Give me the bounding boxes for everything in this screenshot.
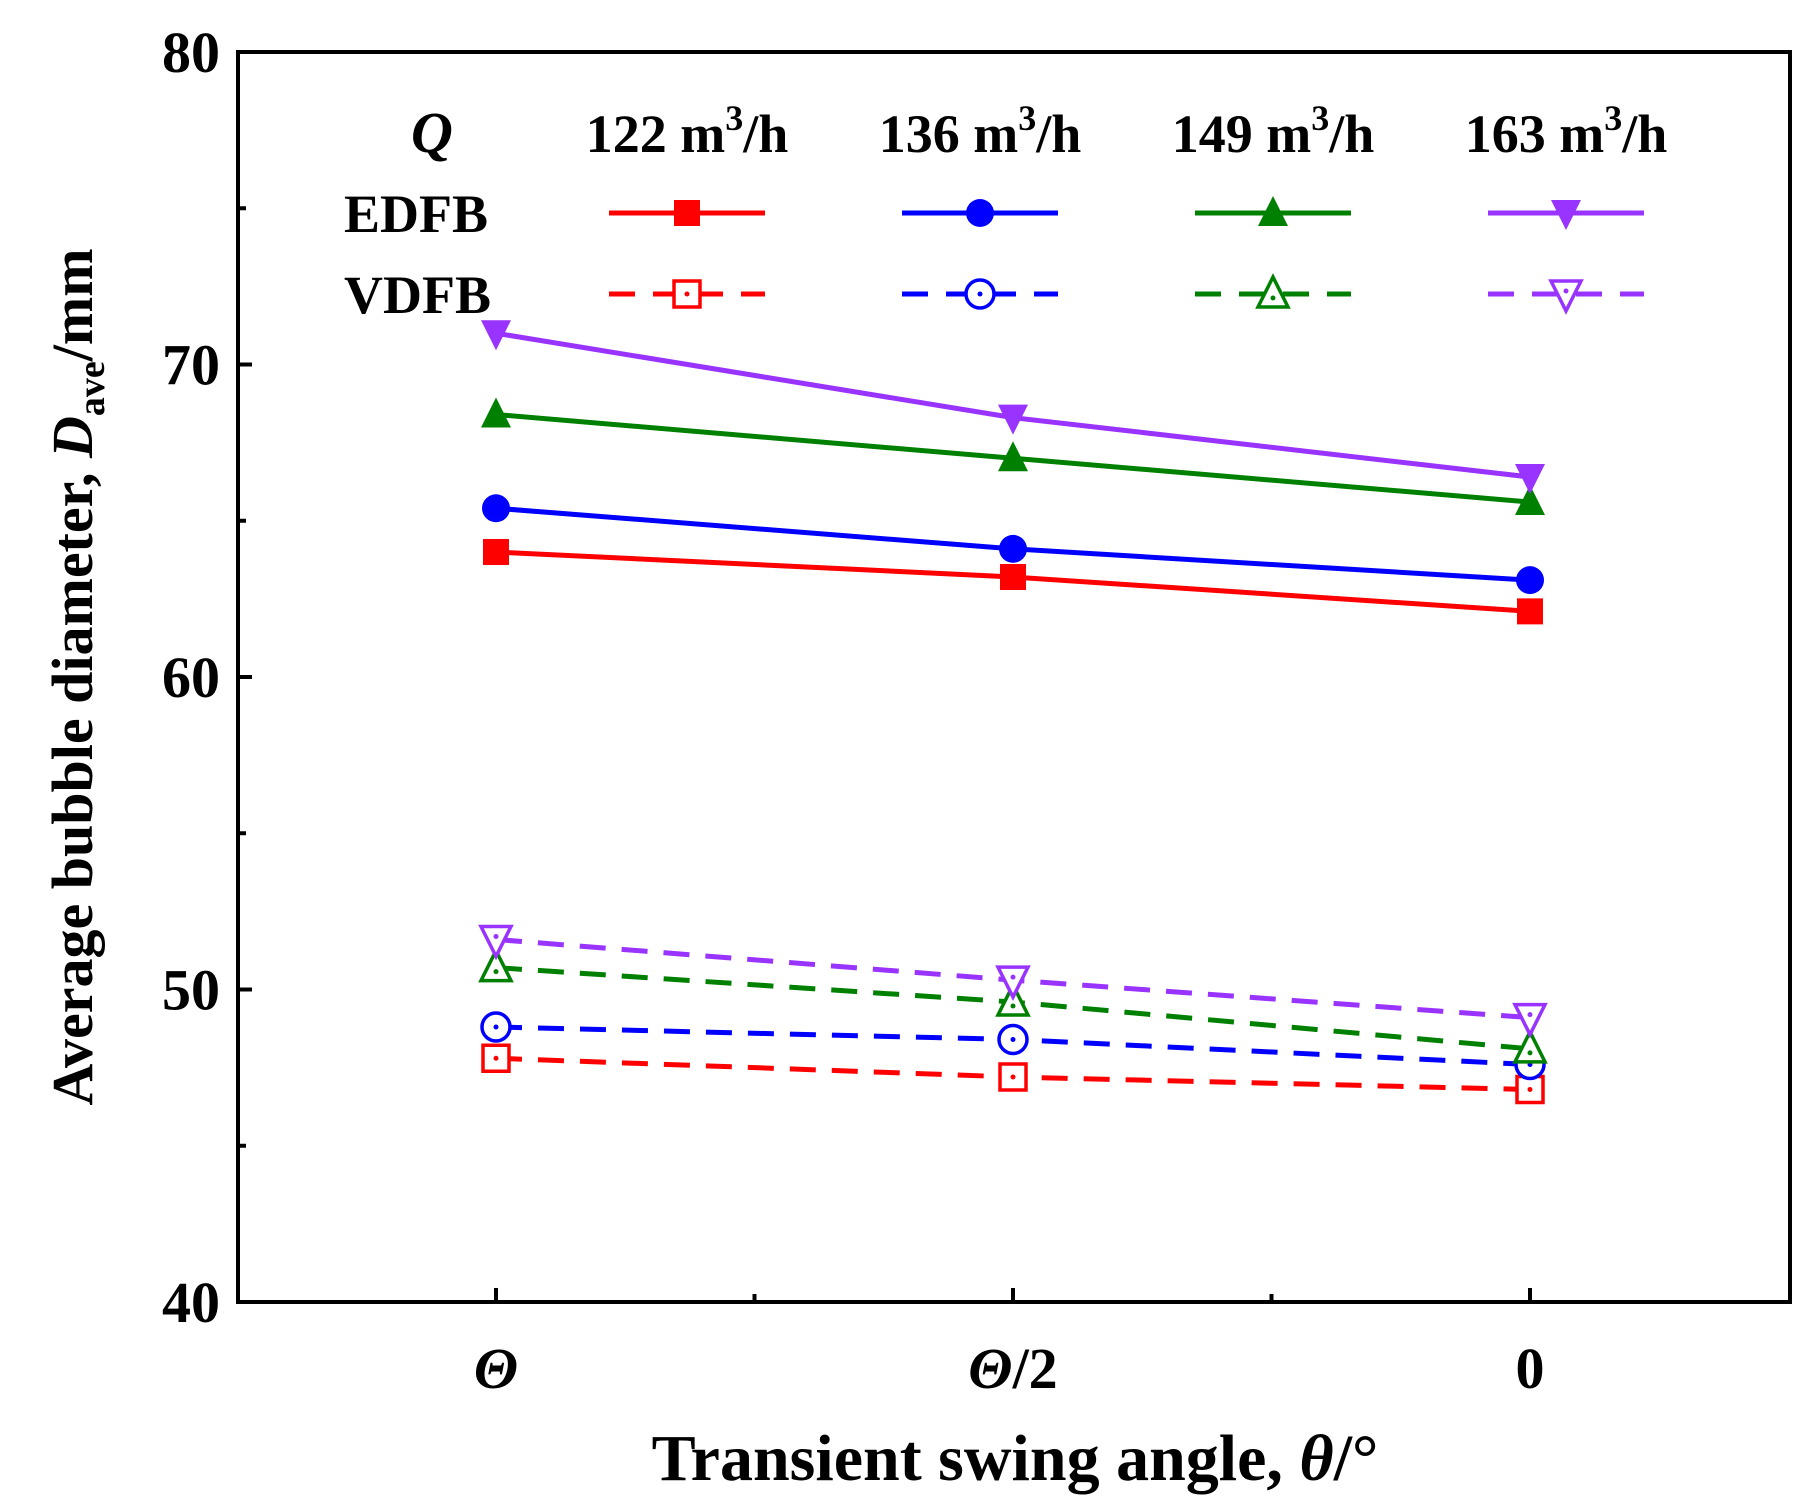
data-point-vdfb-122-center-dot bbox=[1527, 1087, 1533, 1092]
data-point-edfb-136 bbox=[482, 494, 510, 523]
y-tick-label: 80 bbox=[162, 20, 220, 85]
y-tick-label: 40 bbox=[162, 1270, 220, 1335]
y-axis-title: Average bubble diameter, Dave/mm bbox=[40, 248, 113, 1105]
legend-flow-rate: 149 m3/h bbox=[1172, 98, 1375, 164]
legend-marker-edfb-149 bbox=[1258, 196, 1288, 226]
legend-marker-edfb-163 bbox=[1551, 200, 1581, 230]
data-point-vdfb-149-center-dot bbox=[493, 969, 499, 975]
y-tick-label: 50 bbox=[162, 958, 220, 1023]
data-point-edfb-149 bbox=[481, 397, 511, 428]
legend-flow-unit: /h bbox=[1621, 104, 1667, 164]
data-point-vdfb-163 bbox=[1512, 1002, 1548, 1039]
data-point-vdfb-122-center-dot bbox=[493, 1055, 499, 1061]
x-axis-title-main: Transient swing angle, bbox=[652, 1422, 1300, 1495]
x-tick-label: 0 bbox=[1516, 1336, 1545, 1401]
legend-flow-unit: /h bbox=[742, 104, 788, 164]
legend-marker-vdfb-149-center-dot bbox=[1270, 295, 1276, 301]
legend-marker-vdfb-163 bbox=[1548, 279, 1584, 315]
legend-marker-edfb-122 bbox=[674, 200, 700, 226]
legend-marker-vdfb-163-center-dot bbox=[1563, 288, 1569, 294]
data-point-edfb-149 bbox=[998, 441, 1028, 472]
legend-q-label: Q bbox=[411, 100, 453, 165]
x-tick-label-symbol: Θ bbox=[474, 1336, 518, 1401]
legend-flow-value: 136 m bbox=[879, 104, 1019, 164]
data-point-vdfb-149 bbox=[478, 946, 514, 983]
legend-row-label: EDFB bbox=[344, 184, 488, 244]
series-vdfb-163 bbox=[478, 924, 1548, 1039]
data-point-vdfb-149 bbox=[1512, 1028, 1548, 1064]
series-edfb-149 bbox=[481, 397, 1545, 515]
series-edfb-122 bbox=[483, 539, 1543, 625]
legend-row-label: VDFB bbox=[344, 265, 491, 325]
legend-flow-unit: /h bbox=[1328, 104, 1374, 164]
data-point-edfb-122 bbox=[1517, 598, 1543, 625]
data-point-edfb-122 bbox=[1000, 564, 1026, 590]
data-point-vdfb-163 bbox=[478, 924, 514, 961]
data-point-vdfb-136-center-dot bbox=[493, 1024, 499, 1030]
data-point-vdfb-163 bbox=[995, 965, 1031, 1001]
data-point-vdfb-149-center-dot bbox=[1010, 1003, 1016, 1009]
legend-flow-exp: 3 bbox=[1018, 98, 1036, 138]
x-tick-label-symbol: Θ bbox=[968, 1336, 1012, 1401]
data-point-edfb-163 bbox=[998, 404, 1028, 435]
data-point-vdfb-122-center-dot bbox=[1010, 1074, 1016, 1080]
data-point-vdfb-163-center-dot bbox=[1527, 1012, 1533, 1018]
legend-flow-value: 149 m bbox=[1172, 104, 1312, 164]
x-tick-label: Θ/2 bbox=[968, 1336, 1057, 1401]
data-point-edfb-149 bbox=[1515, 485, 1545, 515]
y-tick-label: 60 bbox=[162, 645, 220, 710]
legend-flow-unit: /h bbox=[1035, 104, 1081, 164]
data-point-edfb-136 bbox=[1516, 566, 1544, 595]
legend-flow-exp: 3 bbox=[1604, 98, 1622, 138]
x-axis-title-unit: /° bbox=[1333, 1422, 1379, 1495]
legend-flow-exp: 3 bbox=[1311, 98, 1329, 138]
y-axis-title-main: Average bubble diameter, bbox=[40, 458, 105, 1106]
data-point-vdfb-136-center-dot bbox=[1010, 1037, 1016, 1042]
legend-marker-vdfb-149 bbox=[1255, 273, 1291, 309]
legend-flow-value: 163 m bbox=[1465, 104, 1605, 164]
x-tick-label-suffix: /2 bbox=[1012, 1336, 1058, 1401]
data-point-edfb-136 bbox=[999, 534, 1027, 563]
y-axis-title-subscript: ave bbox=[71, 361, 113, 416]
legend-flow-value: 122 m bbox=[586, 104, 726, 164]
data-point-edfb-122 bbox=[483, 539, 509, 565]
legend-marker-edfb-136 bbox=[966, 199, 994, 227]
x-tick-label-suffix: 0 bbox=[1516, 1336, 1545, 1401]
legend-flow-rate: 163 m3/h bbox=[1465, 98, 1668, 164]
y-tick-label: 70 bbox=[162, 333, 220, 398]
data-point-edfb-163 bbox=[481, 320, 511, 351]
y-axis-title-symbol: D bbox=[40, 416, 105, 459]
legend-flow-rate: 136 m3/h bbox=[879, 98, 1082, 164]
data-point-vdfb-149-center-dot bbox=[1527, 1050, 1533, 1056]
x-axis-title: Transient swing angle, θ/° bbox=[652, 1422, 1379, 1495]
series-edfb-136 bbox=[482, 494, 1544, 595]
legend-marker-vdfb-122-center-dot bbox=[684, 291, 690, 297]
y-axis-title-unit: /mm bbox=[40, 248, 105, 362]
data-point-edfb-163 bbox=[1515, 464, 1545, 494]
legend-marker-vdfb-136-center-dot bbox=[977, 291, 983, 297]
series-edfb-163 bbox=[481, 320, 1545, 494]
data-point-vdfb-163-center-dot bbox=[1010, 974, 1016, 980]
x-tick-label: Θ bbox=[474, 1336, 518, 1401]
legend-flow-exp: 3 bbox=[725, 98, 743, 138]
legend-flow-rate: 122 m3/h bbox=[586, 98, 789, 164]
data-point-vdfb-163-center-dot bbox=[493, 934, 499, 939]
x-axis-title-symbol: θ bbox=[1299, 1422, 1333, 1495]
series-vdfb-136 bbox=[480, 1011, 1546, 1081]
